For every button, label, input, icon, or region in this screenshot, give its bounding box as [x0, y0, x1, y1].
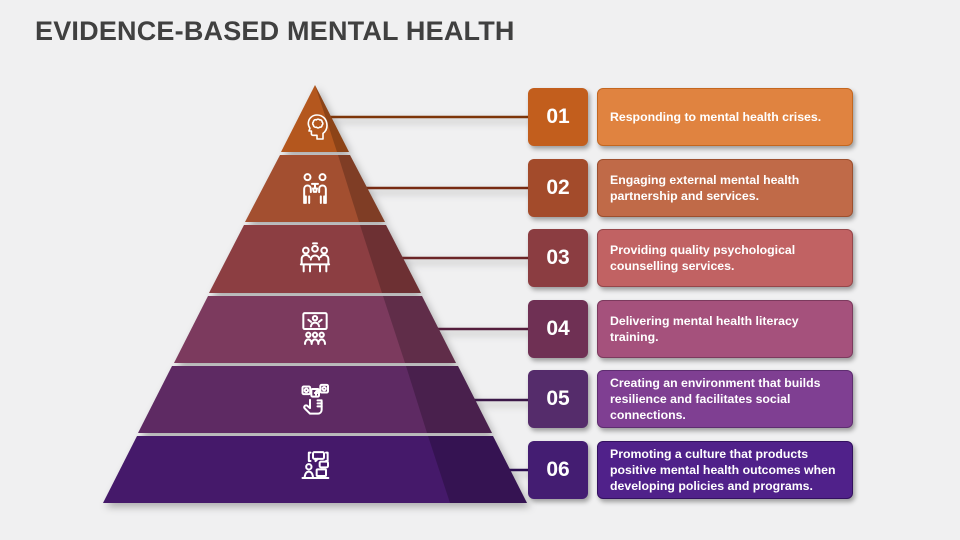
step-row-02: 02 Engaging external mental health partn…: [528, 159, 853, 217]
step-number-label: 05: [546, 387, 570, 410]
pyramid-level-3: [209, 225, 421, 293]
step-row-05: 05 Creating an environment that builds r…: [528, 370, 853, 428]
pyramid-shade-1: [315, 85, 349, 152]
training-presentation-icon: [302, 312, 328, 345]
step-description-05: Creating an environment that builds resi…: [597, 370, 853, 428]
step-number-04: 04: [528, 300, 588, 358]
step-description-06: Promoting a culture that products positi…: [597, 441, 853, 499]
pyramid-level-6: [103, 436, 527, 503]
step-description-text: Delivering mental health literacy traini…: [610, 313, 799, 344]
step-number-label: 04: [546, 317, 570, 340]
pyramid-shade-3: [360, 225, 421, 293]
partnership-icon: [303, 173, 327, 204]
step-number-06: 06: [528, 441, 588, 499]
step-number-label: 03: [546, 246, 570, 269]
pyramid-shade-5: [406, 366, 492, 433]
group-counselling-icon: [299, 242, 331, 273]
step-number-label: 02: [546, 176, 570, 199]
step-description-text: Responding to mental health crises.: [610, 109, 822, 124]
step-number-05: 05: [528, 370, 588, 428]
step-number-label: 06: [546, 458, 570, 481]
step-row-06: 06 Promoting a culture that products pos…: [528, 441, 853, 499]
step-row-03: 03 Providing quality psychological couns…: [528, 229, 853, 287]
step-description-text: Engaging external mental health partners…: [610, 172, 800, 203]
page-title: EVIDENCE-BASED MENTAL HEALTH: [35, 16, 515, 46]
step-description-01: Responding to mental health crises.: [597, 88, 853, 146]
head-brain-icon: [307, 114, 328, 140]
step-description-text: Promoting a culture that products positi…: [610, 446, 836, 494]
workplace-support-icon: [301, 451, 330, 479]
step-description-04: Delivering mental health literacy traini…: [597, 300, 853, 358]
step-number-01: 01: [528, 88, 588, 146]
social-connections-icon: [301, 383, 329, 415]
pyramid-shade-4: [383, 296, 456, 363]
step-number-02: 02: [528, 159, 588, 217]
step-number-03: 03: [528, 229, 588, 287]
step-description-text: Creating an environment that builds resi…: [610, 375, 821, 423]
step-row-01: 01 Responding to mental health crises.: [528, 88, 853, 146]
step-description-03: Providing quality psychological counsell…: [597, 229, 853, 287]
pyramid-shade-6: [428, 436, 527, 503]
pyramid-level-5: [138, 366, 492, 433]
step-description-02: Engaging external mental health partners…: [597, 159, 853, 217]
pyramid-shade-2: [338, 155, 385, 222]
step-description-text: Providing quality psychological counsell…: [610, 242, 796, 273]
step-number-label: 01: [546, 105, 570, 128]
step-row-04: 04 Delivering mental health literacy tra…: [528, 300, 853, 358]
pyramid-level-1: [281, 85, 349, 152]
